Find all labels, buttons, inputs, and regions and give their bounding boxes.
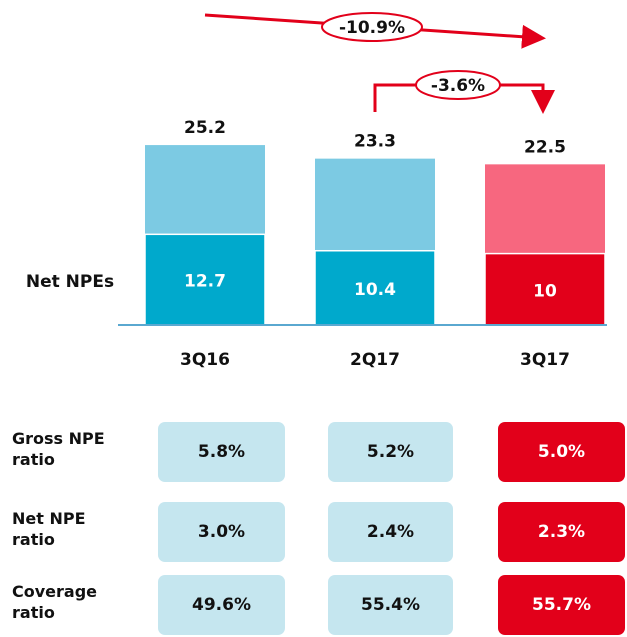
table-cell: 55.7% <box>498 575 625 635</box>
value-label: 10.4 <box>354 280 396 300</box>
bar-net <box>144 233 266 326</box>
total-label: 23.3 <box>354 132 396 152</box>
row-label: Coverage ratio <box>12 582 98 622</box>
total-label: 25.2 <box>184 118 226 138</box>
x-tick-label: 3Q16 <box>180 350 230 370</box>
bar-net <box>484 252 606 326</box>
table-cell: 49.6% <box>158 575 285 635</box>
annotation-bubble <box>321 12 423 42</box>
value-label: 10 <box>533 281 557 301</box>
bar-net <box>314 249 436 326</box>
annotation: -3.6% <box>431 76 485 96</box>
x-tick-label: 3Q17 <box>520 350 570 370</box>
table-cell: 3.0% <box>158 502 285 562</box>
annotation-bubble <box>415 70 501 100</box>
table-cell: 5.0% <box>498 422 625 482</box>
table-cell: 55.4% <box>328 575 453 635</box>
table-cell: 5.8% <box>158 422 285 482</box>
annotation: -10.9% <box>339 18 405 38</box>
chart: -10.9% -3.6% Net NPEs 25.2 12.7 3Q16 23.3 10… <box>26 12 607 370</box>
legend-label: Net NPEs <box>26 272 114 292</box>
table-cell: 5.2% <box>328 422 453 482</box>
table-cell: 2.3% <box>498 502 625 562</box>
row-label: Gross NPE ratio <box>12 429 105 469</box>
value-label: 12.7 <box>184 272 226 292</box>
total-label: 22.5 <box>524 137 566 157</box>
row-label: Net NPE ratio <box>12 509 86 549</box>
x-tick-label: 2Q17 <box>350 350 400 370</box>
table-cell: 2.4% <box>328 502 453 562</box>
